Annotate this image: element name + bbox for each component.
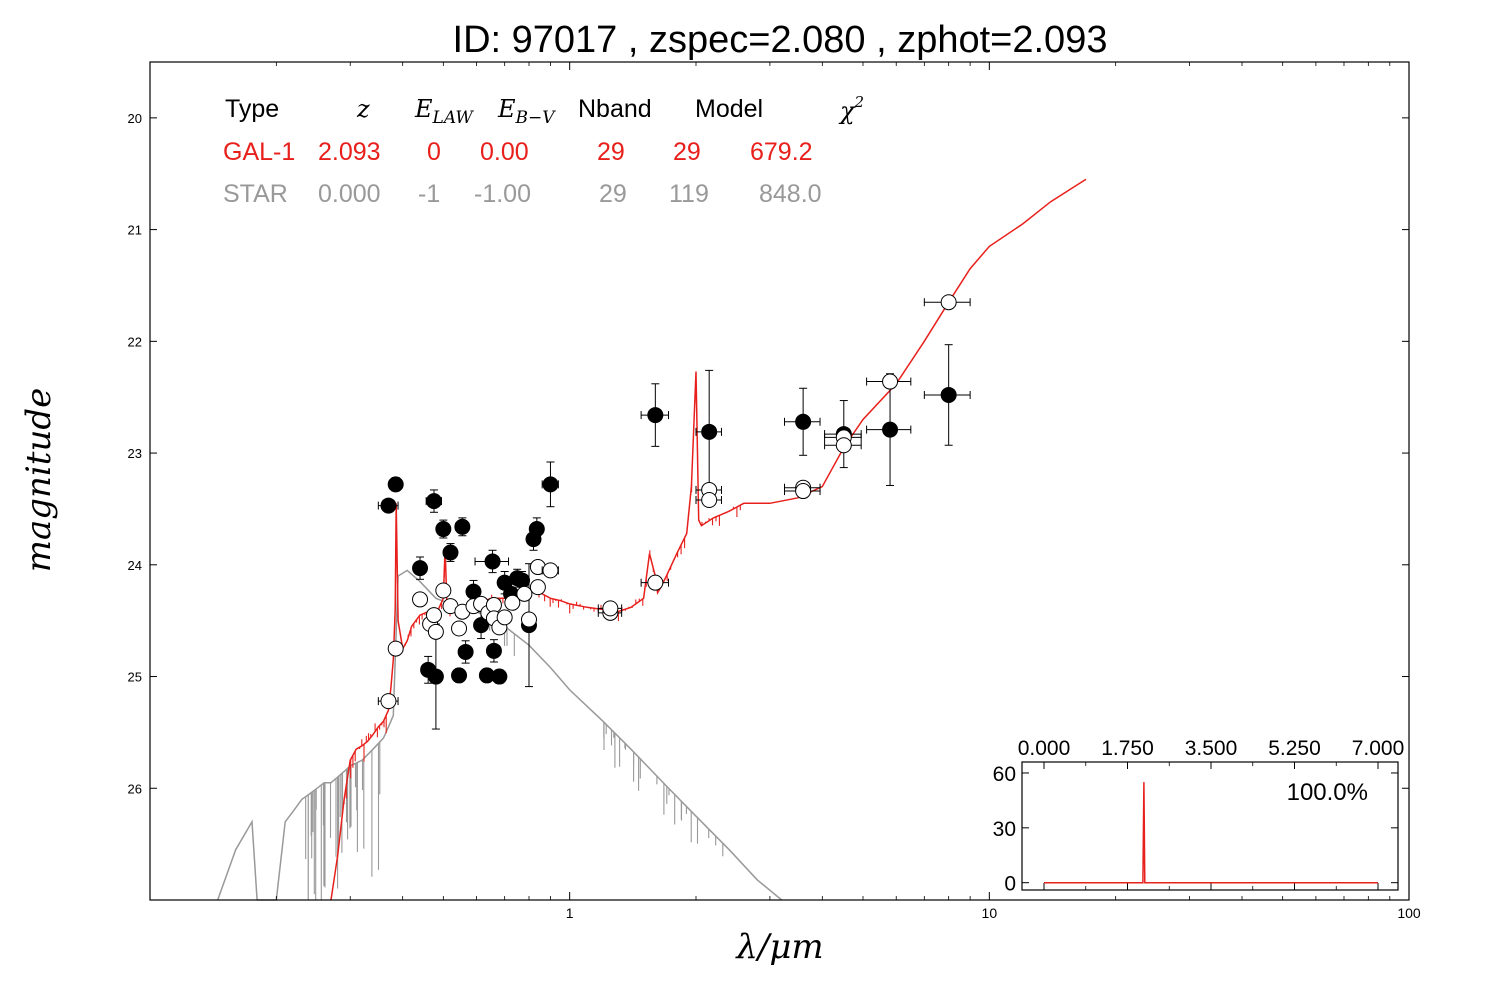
observed-point <box>442 544 459 561</box>
observed-point <box>473 617 490 634</box>
observed-point <box>940 386 957 403</box>
x-tick-label: 100 <box>1397 905 1421 921</box>
table-star-z: 0.000 <box>318 180 381 208</box>
model-point <box>647 574 664 591</box>
observed-point <box>882 421 899 438</box>
observed-point <box>795 413 812 430</box>
model-point <box>940 294 957 311</box>
table-gal-nband: 29 <box>597 138 625 166</box>
inset-x-tick-label: 1.750 <box>1101 737 1154 760</box>
observed-point <box>427 668 444 685</box>
model-point <box>795 483 812 500</box>
inset-x-tick-label: 0.000 <box>1018 737 1071 760</box>
table-header-elaw: ELAW <box>414 95 474 128</box>
observed-point <box>528 521 545 538</box>
table-star-type: STAR <box>223 180 288 208</box>
y-tick-label: 23 <box>128 446 142 461</box>
model-point <box>435 582 452 599</box>
y-tick-label: 20 <box>128 111 142 126</box>
inset-x-tick-label: 3.500 <box>1185 737 1238 760</box>
inset-y-axis: 60 30 0 <box>993 763 1398 896</box>
model-point <box>412 591 429 608</box>
model-points <box>377 294 971 710</box>
y-axis: 20 21 22 23 24 25 26 <box>128 111 1409 796</box>
y-tick-label: 24 <box>128 558 142 573</box>
x-axis: 1 10 100 <box>275 62 1421 921</box>
model-point <box>835 437 852 454</box>
model-point <box>529 579 546 596</box>
inset-background <box>1021 761 1399 891</box>
inset-x-axis: 0.000 1.750 3.500 5.250 7.000 <box>1018 737 1405 890</box>
plot-frame <box>149 61 1410 901</box>
observed-point <box>412 560 429 577</box>
model-point <box>542 562 559 579</box>
star-model-line <box>216 569 783 901</box>
model-point <box>520 611 537 628</box>
y-axis-label: magnitude <box>19 388 59 573</box>
table-gal-z: 2.093 <box>318 138 381 166</box>
table-header-nband: Nband <box>578 95 652 123</box>
table-star-ebv: -1.00 <box>474 180 531 208</box>
inset-pdf-line <box>1044 782 1378 884</box>
table-header-type: Type <box>225 95 279 123</box>
model-point <box>701 491 718 508</box>
observed-point <box>387 476 404 493</box>
observed-point <box>454 518 471 535</box>
observed-point <box>451 667 468 684</box>
observed-points <box>377 344 971 730</box>
table-star-nband: 29 <box>599 180 627 208</box>
inset-y-tick-label: 30 <box>993 818 1016 841</box>
model-point <box>882 373 899 390</box>
y-tick-label: 26 <box>128 781 142 796</box>
observed-point <box>701 423 718 440</box>
observed-point <box>380 497 397 514</box>
model-point <box>427 623 444 640</box>
table-gal-chi2: 679.2 <box>750 138 813 166</box>
inset-x-tick-label: 5.250 <box>1268 737 1321 760</box>
inset-y-tick-label: 0 <box>1004 873 1016 896</box>
model-point <box>602 600 619 617</box>
model-point <box>485 597 502 614</box>
observed-point <box>484 553 501 570</box>
y-tick-label: 25 <box>128 670 142 685</box>
table-header-ebv: EB−V <box>497 95 556 128</box>
observed-point <box>485 642 502 659</box>
model-point <box>380 693 397 710</box>
observed-point <box>457 643 474 660</box>
observed-point <box>491 668 508 685</box>
model-point <box>516 585 533 602</box>
chart-title: ID: 97017 , zspec=2.080 , zphot=2.093 <box>453 19 1108 61</box>
y-tick-label: 22 <box>128 334 142 349</box>
inset-y-tick-label: 60 <box>993 763 1016 786</box>
model-point <box>496 609 513 626</box>
table-gal-model: 29 <box>673 138 701 166</box>
model-point <box>425 607 442 624</box>
x-axis-label: λ/μm <box>734 927 823 967</box>
table-header-model: Model <box>695 95 763 123</box>
table-gal-ebv: 0.00 <box>480 138 529 166</box>
observed-point <box>514 572 531 589</box>
table-header-z: z <box>356 95 370 123</box>
x-tick-label: 1 <box>566 905 574 921</box>
table-star-elaw: -1 <box>418 180 440 208</box>
table-star-model: 119 <box>669 180 709 208</box>
redshift-pdf-inset: 0.000 1.750 3.500 5.250 7.000 60 30 0 100.0% <box>993 737 1405 896</box>
observed-point <box>435 521 452 538</box>
model-point <box>451 620 468 637</box>
inset-percentage: 100.0% <box>1287 779 1368 806</box>
observed-point <box>542 476 559 493</box>
fit-summary-table: Type z ELAW EB−V Nband Model χ2 GAL-1 2.… <box>223 93 864 208</box>
table-gal-elaw: 0 <box>427 138 441 166</box>
model-point <box>387 640 404 657</box>
table-star-chi2: 848.0 <box>759 180 822 208</box>
table-header-chi2: χ2 <box>838 93 864 125</box>
x-tick-label: 10 <box>982 905 998 921</box>
model-point <box>504 594 521 611</box>
table-gal-type: GAL-1 <box>223 138 295 166</box>
observed-point <box>647 407 664 424</box>
inset-x-tick-label: 7.000 <box>1352 737 1405 760</box>
observed-point <box>425 493 442 510</box>
y-tick-label: 21 <box>128 223 142 238</box>
